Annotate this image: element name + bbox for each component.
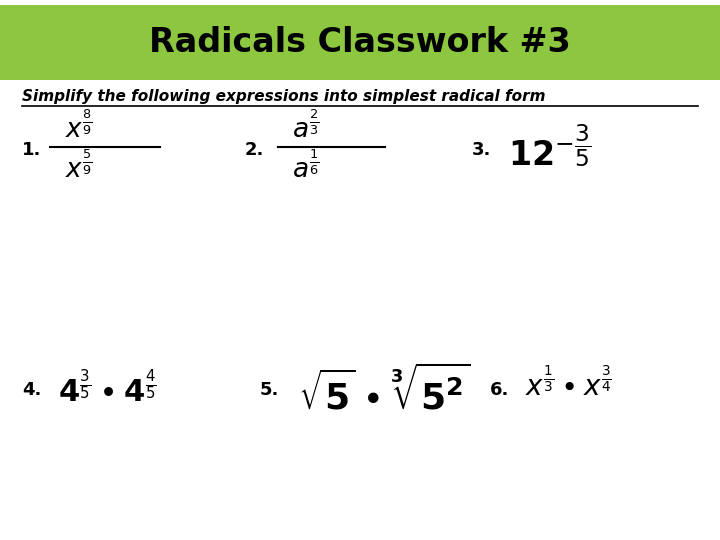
Text: 2.: 2. — [245, 141, 264, 159]
Text: $\mathbf{4}^{\frac{3}{5}}\bullet\mathbf{4}^{\frac{4}{5}}$: $\mathbf{4}^{\frac{3}{5}}\bullet\mathbf{… — [58, 371, 156, 409]
Text: $a^{\frac{2}{3}}$: $a^{\frac{2}{3}}$ — [292, 112, 320, 144]
Text: $a^{\frac{1}{6}}$: $a^{\frac{1}{6}}$ — [292, 152, 320, 184]
Text: $x^{\frac{8}{9}}$: $x^{\frac{8}{9}}$ — [65, 112, 93, 144]
Text: 3.: 3. — [472, 141, 491, 159]
Text: 4.: 4. — [22, 381, 41, 399]
FancyBboxPatch shape — [0, 5, 720, 80]
Text: Simplify the following expressions into simplest radical form: Simplify the following expressions into … — [22, 90, 546, 105]
Text: $\mathbf{\sqrt{5}}\bullet\mathbf{\sqrt[3]{5^{2}}}$: $\mathbf{\sqrt{5}}\bullet\mathbf{\sqrt[3… — [298, 364, 471, 416]
Text: $x^{\frac{5}{9}}$: $x^{\frac{5}{9}}$ — [65, 152, 93, 184]
Text: 5.: 5. — [260, 381, 279, 399]
Text: 1.: 1. — [22, 141, 41, 159]
Text: $\mathbf{12}^{-\dfrac{3}{5}}$: $\mathbf{12}^{-\dfrac{3}{5}}$ — [508, 127, 591, 173]
Text: Radicals Classwork #3: Radicals Classwork #3 — [149, 25, 571, 58]
Text: $x^{\frac{1}{3}}\bullet x^{\frac{3}{4}}$: $x^{\frac{1}{3}}\bullet x^{\frac{3}{4}}$ — [525, 368, 612, 402]
Text: 6.: 6. — [490, 381, 509, 399]
